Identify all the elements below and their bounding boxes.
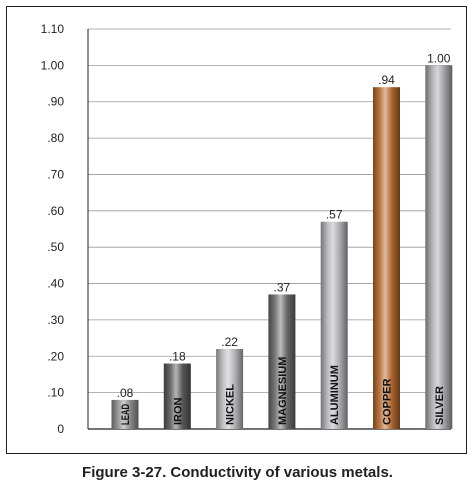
bar-category-label: NICKEL [225, 384, 237, 425]
bar-nickel [216, 349, 244, 429]
bar-value-label: .18 [169, 350, 186, 364]
bar-silver [425, 65, 453, 429]
conductivity-chart: 0 .10 .20 .30 .40 .50 .60 .70 .80 .90 1.00 1.10 .08… [41, 22, 453, 436]
y-tick-label: .70 [47, 167, 64, 181]
bar-value-label: .22 [221, 335, 238, 349]
y-tick-label: .20 [47, 349, 64, 363]
bar-category-label: COPPER [382, 378, 394, 425]
bar-iron [163, 363, 191, 429]
y-tick-label: .40 [47, 277, 64, 291]
y-tick-label: .50 [47, 240, 64, 254]
y-tick-label: 0 [57, 422, 64, 436]
y-tick-label: .60 [47, 204, 64, 218]
y-tick-label: .30 [47, 313, 64, 327]
y-tick-label: 1.10 [41, 22, 65, 36]
bar-value-label: 1.00 [427, 51, 451, 65]
y-tick-label: .10 [47, 386, 64, 400]
y-tick-label: .80 [47, 131, 64, 145]
bar-labels: .08 LEAD .18 IRON .22 NICKEL .37 MAGNESIUM .57 AL… [117, 51, 451, 425]
bars [111, 65, 453, 429]
bar-category-label: IRON [172, 397, 184, 425]
bar-lead [111, 399, 139, 429]
bar-category-label: ALUMINUM [329, 365, 341, 425]
bar-value-label: .37 [274, 280, 291, 294]
bar-category-label: SILVER [434, 386, 446, 425]
bar-magnesium [268, 294, 296, 429]
bar-value-label: .57 [326, 208, 343, 222]
figure-caption: Figure 3-27. Conductivity of various met… [82, 464, 393, 481]
bar-copper [373, 87, 400, 429]
y-tick-labels: 0 .10 .20 .30 .40 .50 .60 .70 .80 .90 1.00 1.10 [41, 22, 65, 436]
y-tick-label: 1.00 [41, 58, 65, 72]
bar-value-label: .94 [378, 73, 395, 87]
bar-value-label: .08 [117, 386, 134, 400]
bar-category-label: LEAD [120, 404, 132, 425]
y-tick-label: .90 [47, 95, 64, 109]
bar-category-label: MAGNESIUM [277, 357, 289, 425]
bar-aluminum [320, 221, 348, 429]
